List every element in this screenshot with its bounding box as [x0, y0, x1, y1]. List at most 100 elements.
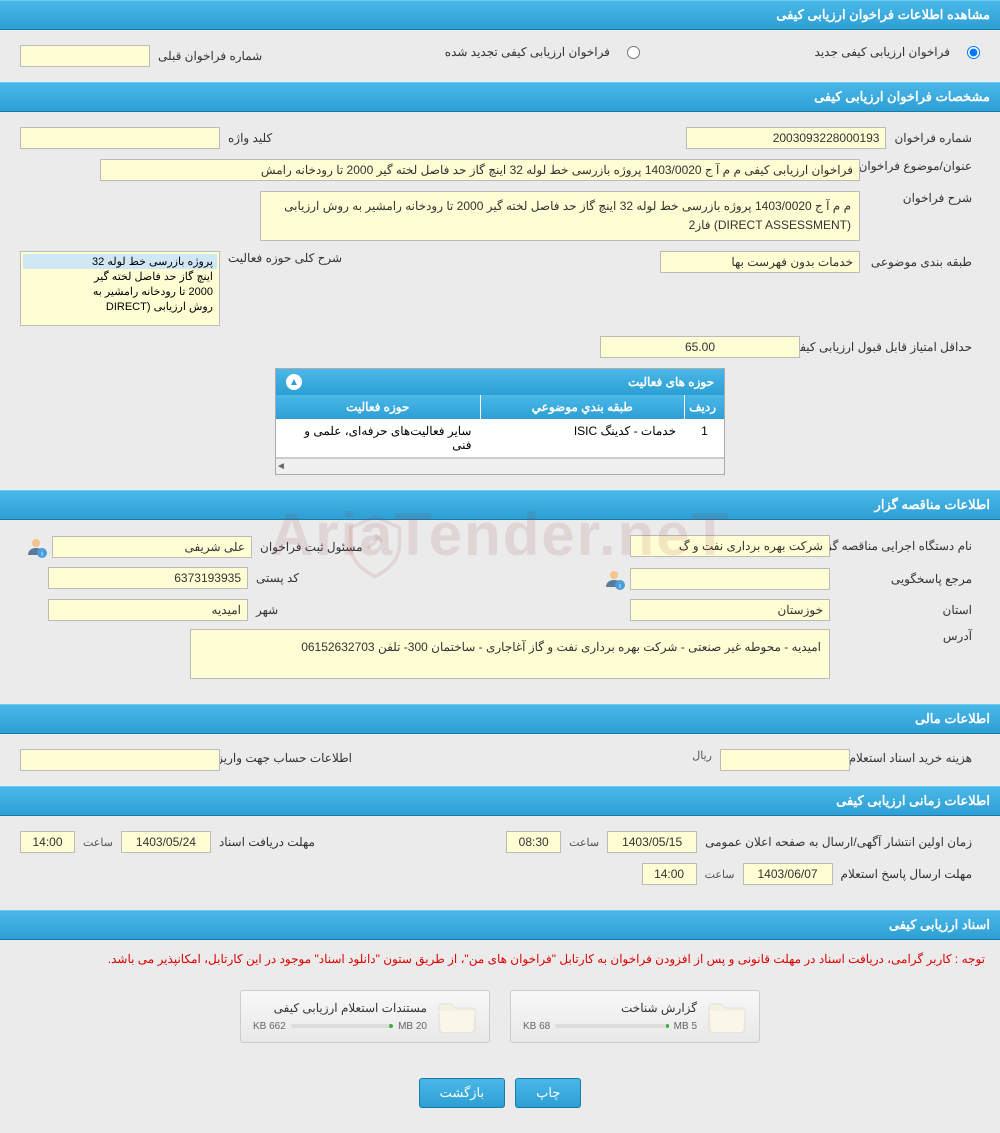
publish-time-field: 08:30	[506, 831, 561, 853]
number-label: شماره فراخوان	[886, 131, 980, 145]
city-field: امیدیه	[48, 599, 248, 621]
col-area-header: حوزه فعالیت	[276, 395, 480, 419]
deadline-time-field: 14:00	[20, 831, 75, 853]
section-header-tenderer: اطلاعات مناقصه گزار	[0, 490, 1000, 520]
scope-list-item[interactable]: 2000 تا رودخانه رامشیر به	[23, 284, 217, 299]
section-header-financial: اطلاعات مالی	[0, 704, 1000, 734]
section-header-timing: اطلاعات زمانی ارزیابی کیفی	[0, 786, 1000, 816]
buttons-row: چاپ بازگشت	[0, 1063, 1000, 1133]
minscore-field: 65.00	[600, 336, 800, 358]
doc2-title: مستندات استعلام ارزیابی کیفی	[253, 1001, 427, 1015]
publish-date-field: 1403/05/15	[607, 831, 697, 853]
response-date-field: 1403/06/07	[743, 863, 833, 885]
doc1-title: گزارش شناخت	[523, 1001, 697, 1015]
scope-label: شرح کلی حوزه فعالیت	[220, 251, 350, 265]
province-field: خوزستان	[630, 599, 830, 621]
doc-card-2[interactable]: مستندات استعلام ارزیابی کیفی 20 MB 662 K…	[240, 990, 490, 1043]
org-field: شرکت بهره برداری نفت و گ	[630, 535, 830, 557]
postal-label: کد پستی	[248, 571, 307, 585]
section-body-timing: زمان اولین انتشار آگهی/ارسال به صفحه اعل…	[0, 816, 1000, 910]
section-body-financial: هزینه خرید اسناد استعلام ارزیابی کیفی ری…	[0, 734, 1000, 786]
registrar-field: علی شریفی	[52, 536, 252, 558]
contact-field	[630, 568, 830, 590]
keyword-field	[20, 127, 220, 149]
col-idx-header: ردیف	[684, 395, 724, 419]
registrar-label: مسئول ثبت فراخوان	[252, 540, 371, 554]
radio-renewed-input[interactable]	[627, 46, 640, 59]
title-label: عنوان/موضوع فراخوان	[860, 159, 980, 173]
scope-list-item[interactable]: پروژه بازرسی خط لوله 32	[23, 254, 217, 269]
publish-label: زمان اولین انتشار آگهی/ارسال به صفحه اعل…	[697, 835, 980, 849]
table-row[interactable]: 1خدمات - کدینگ ISICسایر فعالیت‌های حرفه‌…	[276, 419, 724, 458]
doc2-size-bar	[291, 1024, 393, 1028]
doc1-size-bar	[555, 1024, 668, 1028]
radio-new[interactable]: فراخوان ارزیابی کیفی جدید	[807, 45, 980, 59]
response-time-label: ساعت	[697, 868, 743, 881]
cost-label: هزینه خرید اسناد استعلام ارزیابی کیفی	[850, 749, 980, 767]
response-time-field: 14:00	[642, 863, 697, 885]
person-info-icon-2[interactable]: i	[602, 567, 626, 591]
col-category-header: طبقه بندي موضوعي	[480, 395, 685, 419]
keyword-label: کلید واژه	[220, 131, 280, 145]
category-field: خدمات بدون فهرست بها	[660, 251, 860, 273]
city-label: شهر	[248, 603, 286, 617]
radio-new-label: فراخوان ارزیابی کیفی جدید	[807, 45, 958, 59]
title-field: فراخوان ارزیابی کیفی م م آ ج 1403/0020 پ…	[100, 159, 860, 181]
activity-table-columns: ردیف طبقه بندي موضوعي حوزه فعالیت	[276, 395, 724, 419]
scope-list-item[interactable]: روش ارزیابی (DIRECT	[23, 299, 217, 314]
back-button[interactable]: بازگشت	[419, 1078, 505, 1108]
radio-new-input[interactable]	[967, 46, 980, 59]
folder-icon	[707, 999, 747, 1034]
postal-field: 6373193935	[48, 567, 248, 589]
doc1-max: 5 MB	[674, 1021, 697, 1032]
activity-table-header: حوزه های فعالیت ▲	[276, 369, 724, 395]
activity-table-title: حوزه های فعالیت	[628, 375, 714, 389]
category-label: طبقه بندی موضوعی	[860, 255, 980, 269]
org-label: نام دستگاه اجرایی مناقصه گزار	[830, 539, 980, 553]
desc-label: شرح فراخوان	[860, 191, 980, 205]
account-label: اطلاعات حساب جهت واریز هزینه خرید اسناد	[220, 749, 360, 767]
publish-time-label: ساعت	[561, 836, 607, 849]
province-label: استان	[830, 603, 980, 617]
address-field: امیدیه - محوطه غیر صنعتی - شرکت بهره برد…	[190, 629, 830, 679]
table-scrollbar[interactable]: ◄	[276, 458, 724, 474]
cell-idx: 1	[684, 419, 724, 457]
number-field: 2003093228000193	[686, 127, 886, 149]
deadline-date-field: 1403/05/24	[121, 831, 211, 853]
doc2-max: 20 MB	[398, 1021, 427, 1032]
folder-icon-2	[437, 999, 477, 1034]
person-info-icon[interactable]: i	[24, 535, 48, 559]
doc-card-1[interactable]: گزارش شناخت 5 MB 68 KB	[510, 990, 760, 1043]
doc2-size: 662 KB	[253, 1021, 286, 1032]
desc-field: م م آ ج 1403/0020 پروژه بازرسی خط لوله 3…	[260, 191, 860, 241]
response-label: مهلت ارسال پاسخ استعلام	[833, 867, 980, 881]
contact-label: مرجع پاسخگویی	[830, 572, 980, 586]
section-body-tenderer: نام دستگاه اجرایی مناقصه گزار شرکت بهره …	[0, 520, 1000, 704]
address-label: آدرس	[830, 629, 980, 643]
doc1-size: 68 KB	[523, 1021, 550, 1032]
section-header-specs: مشخصات فراخوان ارزیابی کیفی	[0, 82, 1000, 112]
cost-field	[720, 749, 850, 771]
section-body-specs: شماره فراخوان 2003093228000193 کلید واژه…	[0, 112, 1000, 490]
scope-listbox[interactable]: پروژه بازرسی خط لوله 32اینچ گاز حد فاصل …	[20, 251, 220, 326]
cell-area: سایر فعالیت‌های حرفه‌ای، علمی و فنی	[276, 419, 480, 457]
docs-row: گزارش شناخت 5 MB 68 KB مستندات استعلام ا…	[0, 980, 1000, 1063]
prev-number-label: شماره فراخوان قبلی	[150, 49, 270, 63]
minscore-label: حداقل امتیاز قابل قبول ارزیابی کیفی	[800, 340, 980, 354]
radio-renewed-label: فراخوان ارزیابی کیفی تجدید شده	[437, 45, 618, 59]
section-header-view-info: مشاهده اطلاعات فراخوان ارزیابی کیفی	[0, 0, 1000, 30]
deadline-label: مهلت دریافت اسناد	[211, 835, 323, 849]
account-field	[20, 749, 220, 771]
deadline-time-label: ساعت	[75, 836, 121, 849]
prev-number-field	[20, 45, 150, 67]
section-body-type-select: فراخوان ارزیابی کیفی جدید فراخوان ارزیاب…	[0, 30, 1000, 82]
collapse-icon[interactable]: ▲	[286, 374, 302, 390]
currency-label: ریال	[684, 749, 720, 762]
scope-list-item[interactable]: اینچ گاز حد فاصل لخته گیر	[23, 269, 217, 284]
radio-renewed[interactable]: فراخوان ارزیابی کیفی تجدید شده	[437, 45, 640, 59]
print-button[interactable]: چاپ	[515, 1078, 581, 1108]
docs-notice: توجه : کاربر گرامی، دریافت اسناد در مهلت…	[0, 940, 1000, 979]
cell-category: خدمات - کدینگ ISIC	[480, 419, 685, 457]
section-header-docs: اسناد ارزیابی کیفی	[0, 910, 1000, 940]
activity-table: حوزه های فعالیت ▲ ردیف طبقه بندي موضوعي …	[275, 368, 725, 475]
